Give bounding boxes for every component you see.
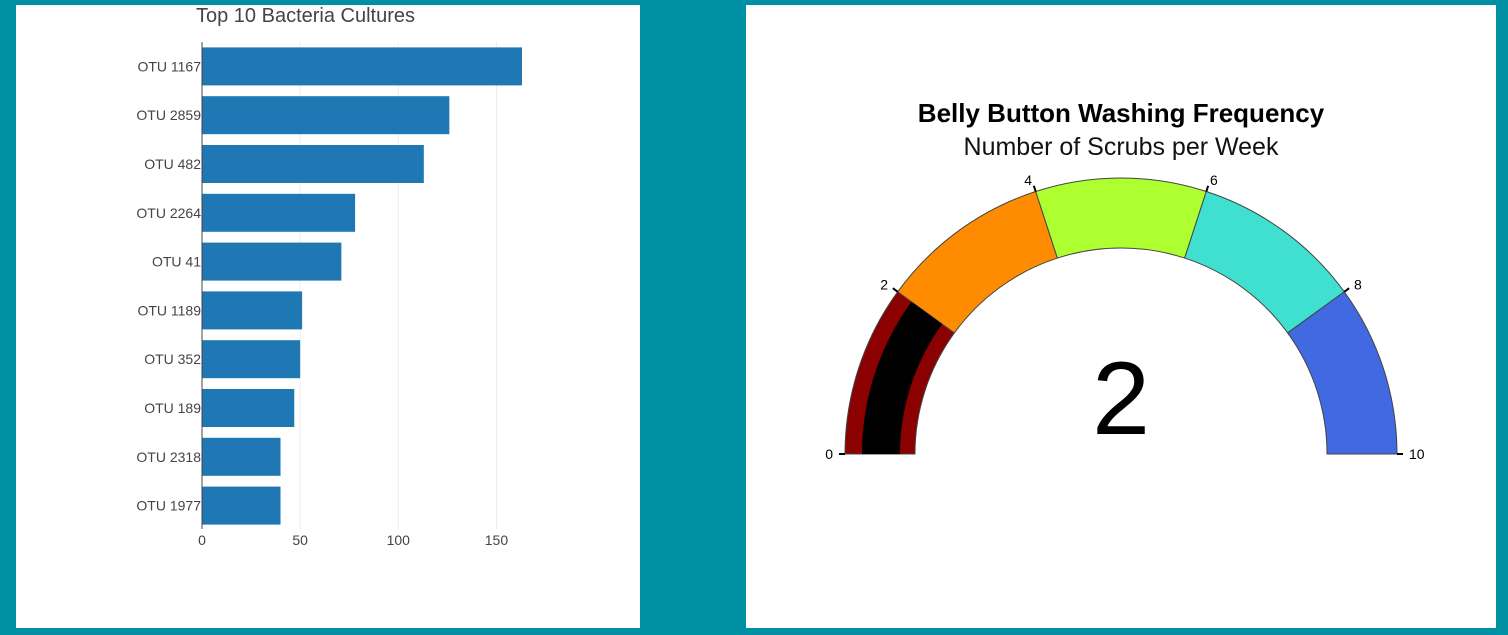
bar — [202, 437, 281, 476]
y-tick-label: OTU 1189 — [137, 302, 201, 318]
gauge-step — [1035, 177, 1207, 259]
x-tick-label: 100 — [387, 532, 411, 548]
bar-chart-panel: Top 10 Bacteria Cultures OTU 1167 OTU 285… — [16, 5, 640, 628]
gauge-tick — [1032, 185, 1037, 192]
gauge-subtitle: Number of Scrubs per Week — [964, 133, 1279, 161]
gauge-tick-label: 0 — [825, 446, 833, 462]
y-tick-labels: OTU 1167 OTU 2859 OTU 482 OTU 2264 OTU 41 OTU… — [136, 58, 201, 513]
bar-chart: Top 10 Bacteria Cultures OTU 1167 OTU 285… — [136, 5, 522, 548]
y-tick-label: OTU 2264 — [136, 205, 201, 221]
y-tick-label: OTU 1167 — [137, 58, 201, 74]
gauge-title: Belly Button Washing Frequency — [918, 98, 1325, 128]
y-tick-label: OTU 189 — [144, 400, 201, 416]
y-tick-label: OTU 352 — [144, 351, 201, 367]
gauge-bar — [862, 301, 943, 454]
gauge-chart-panel: Belly Button Washing Frequency Number of… — [746, 5, 1496, 628]
gauge-chart: Belly Button Washing Frequency Number of… — [825, 98, 1425, 462]
bar — [202, 242, 342, 281]
gauge-tick — [1205, 185, 1210, 192]
bar — [202, 389, 295, 427]
gauge-tick-label: 2 — [880, 277, 888, 293]
bars — [202, 47, 522, 525]
y-tick-label: OTU 1977 — [136, 498, 201, 514]
y-tick-label: OTU 2859 — [136, 107, 201, 123]
gauge-tick — [892, 287, 899, 293]
chart-title: Top 10 Bacteria Cultures — [196, 5, 415, 27]
y-tick-label: OTU 482 — [144, 156, 201, 172]
gauge-tick-label: 4 — [1024, 172, 1032, 188]
gauge-value-bar — [862, 301, 943, 454]
gauge-tick-label: 6 — [1210, 172, 1218, 188]
bar — [202, 340, 301, 379]
gauge-tick-label: 8 — [1354, 277, 1362, 293]
y-tick-label: OTU 2318 — [136, 449, 201, 465]
x-tick-label: 50 — [292, 532, 308, 548]
gauge-tick — [1343, 287, 1350, 293]
bar — [202, 145, 424, 183]
gauge-ticks: 0 2 4 6 8 10 — [825, 172, 1425, 462]
bar — [202, 486, 281, 525]
gauge-tick-label: 10 — [1409, 446, 1425, 462]
bar — [202, 193, 356, 232]
bar — [202, 291, 303, 330]
bar — [202, 96, 450, 135]
y-tick-label: OTU 41 — [152, 254, 201, 270]
gauge-value: 2 — [1092, 341, 1150, 457]
x-tick-label: 150 — [485, 532, 509, 548]
x-tick-labels: 0 50 100 150 — [198, 532, 508, 548]
x-tick-label: 0 — [198, 532, 206, 548]
bar — [202, 47, 522, 86]
